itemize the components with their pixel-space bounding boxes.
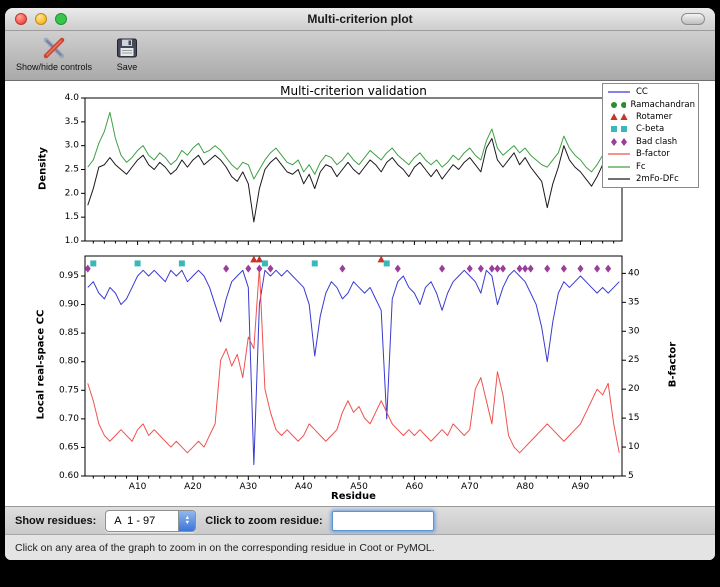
tick-label: 2.0 — [65, 188, 80, 198]
legend-item: Fc — [606, 160, 695, 172]
legend-item: 2mFo-DFc — [606, 173, 695, 185]
legend-symbol-Fc — [608, 165, 630, 168]
status-text: Click on any area of the graph to zoom i… — [15, 541, 435, 554]
chart-title: Multi-criterion validation — [280, 84, 427, 98]
residue-range-select[interactable]: A 1 - 97 ▲ ▼ — [105, 509, 197, 532]
series-B-factor — [87, 267, 620, 454]
toolbar: Show/hide controls Save — [5, 31, 715, 81]
stepper-down-icon: ▼ — [184, 519, 191, 526]
plot-root: 1.0 1.5 2.0 2.5 3.0 3.5 4.0 0.60 0.65 0.70 0.75 0.8… — [59, 93, 640, 492]
zoom-window-button[interactable] — [55, 13, 67, 25]
tick-label: 4.0 — [65, 93, 80, 103]
stepper-icon[interactable]: ▲ ▼ — [178, 510, 196, 531]
window-controls — [15, 13, 67, 25]
legend-label: Rotamer — [636, 111, 673, 122]
series-Fc — [87, 111, 620, 180]
zoom-residue-label: Click to zoom residue: — [205, 514, 323, 527]
tick-label: 0.65 — [59, 442, 79, 452]
tick-label: 10 — [628, 442, 640, 452]
markers-Bad clash — [84, 264, 612, 273]
markers-Rotamer — [250, 255, 385, 263]
legend-item: C-beta — [606, 123, 695, 135]
legend-label: B-factor — [636, 149, 670, 160]
legend-symbol-C-beta — [611, 126, 627, 133]
x-tick-label: A80 — [516, 482, 534, 492]
legend-label: Ramachandran — [630, 99, 695, 110]
tick-label: 0.80 — [59, 357, 79, 367]
tick-label: 40 — [628, 268, 640, 278]
x-tick-label: A60 — [406, 482, 424, 492]
bottom-axes-frame — [84, 255, 623, 477]
legend-label: C-beta — [636, 124, 665, 135]
tick-label: 3.5 — [65, 117, 79, 127]
show-hide-controls-button[interactable]: Show/hide controls — [13, 35, 95, 72]
x-tick-label: A50 — [350, 482, 368, 492]
tick-label: 5 — [628, 471, 634, 481]
tick-label: 0.85 — [59, 328, 79, 338]
close-button[interactable] — [15, 13, 27, 25]
x-tick-label: A30 — [240, 482, 258, 492]
x-axis-label: Residue — [331, 491, 376, 502]
legend-item: Ramachandran — [606, 98, 695, 110]
legend-item: Bad clash — [606, 136, 695, 148]
tick-label: 25 — [628, 355, 639, 365]
legend-symbol-2mFo-DFc — [608, 178, 630, 180]
crossed-tools-icon — [43, 37, 65, 59]
tick-label: 0.70 — [59, 414, 79, 424]
show-hide-controls-label: Show/hide controls — [16, 62, 93, 72]
tick-label: 20 — [628, 384, 640, 394]
legend-label: CC — [636, 87, 648, 98]
tick-label: 30 — [628, 326, 640, 336]
x-tick-label: A70 — [461, 482, 479, 492]
bottom-left-y-axis-label: Local real-space CC — [35, 309, 47, 420]
legend-item: CC — [606, 86, 695, 98]
tick-label: 2.5 — [65, 165, 79, 175]
tick-label: 0.75 — [59, 385, 79, 395]
stepper-up-icon: ▲ — [184, 514, 191, 521]
tick-label: 15 — [628, 413, 639, 423]
zoom-residue-input[interactable] — [331, 510, 434, 531]
legend-symbol-Rotamer — [610, 113, 628, 120]
x-tick-label: A90 — [572, 482, 590, 492]
tick-label: 35 — [628, 297, 639, 307]
save-label: Save — [116, 62, 138, 72]
tick-label: 0.95 — [59, 271, 79, 281]
tick-label: 0.90 — [59, 300, 79, 310]
figure-area: 1.0 1.5 2.0 2.5 3.0 3.5 4.0 0.60 0.65 0.70 0.75 0.8… — [5, 81, 715, 506]
legend-symbol-B-factor — [608, 153, 630, 155]
legend-label: Fc — [636, 161, 646, 172]
save-button[interactable]: Save — [111, 35, 143, 72]
show-residues-label: Show residues: — [15, 514, 97, 527]
save-floppy-icon — [117, 38, 138, 58]
status-bar: Click on any area of the graph to zoom i… — [5, 534, 715, 560]
legend-item: B-factor — [606, 148, 695, 160]
series-2mFo-DFc — [87, 138, 620, 223]
x-tick-label: A40 — [295, 482, 313, 492]
plot-svg[interactable]: 1.0 1.5 2.0 2.5 3.0 3.5 4.0 0.60 0.65 0.70 0.75 0.8… — [5, 81, 715, 506]
minimize-button[interactable] — [35, 13, 47, 25]
x-tick-label: A20 — [184, 482, 202, 492]
legend-label: Bad clash — [636, 136, 678, 147]
legend-label: 2mFo-DFc — [636, 173, 679, 184]
legend-symbol-Bad clash — [611, 137, 627, 146]
series-CC — [87, 269, 620, 466]
legend-item: Rotamer — [606, 111, 695, 123]
bottom-right-y-axis-label: B-factor — [667, 341, 679, 388]
tick-label: 1.0 — [65, 236, 80, 246]
top-y-axis-label: Density — [37, 147, 49, 190]
window-title: Multi-criterion plot — [307, 12, 413, 26]
residue-range-value: A 1 - 97 — [114, 514, 156, 527]
x-tick-label: A10 — [129, 482, 147, 492]
legend: CC Ramachandran Rotamer C-beta Bad clash B-fa… — [602, 83, 699, 189]
legend-symbol-Ramachandran — [611, 101, 627, 108]
toolbar-toggle-button[interactable] — [681, 13, 705, 25]
legend-symbol-CC — [608, 91, 630, 93]
multi-criterion-plot-window: Multi-criterion plot Show/hide controls … — [5, 8, 715, 560]
titlebar[interactable]: Multi-criterion plot — [5, 8, 715, 31]
markers-C-beta — [90, 260, 390, 267]
controls-bar: Show residues: A 1 - 97 ▲ ▼ Click to zoo… — [5, 506, 715, 534]
tick-label: 0.60 — [59, 471, 79, 481]
tick-label: 3.0 — [65, 141, 80, 151]
tick-label: 1.5 — [65, 212, 79, 222]
